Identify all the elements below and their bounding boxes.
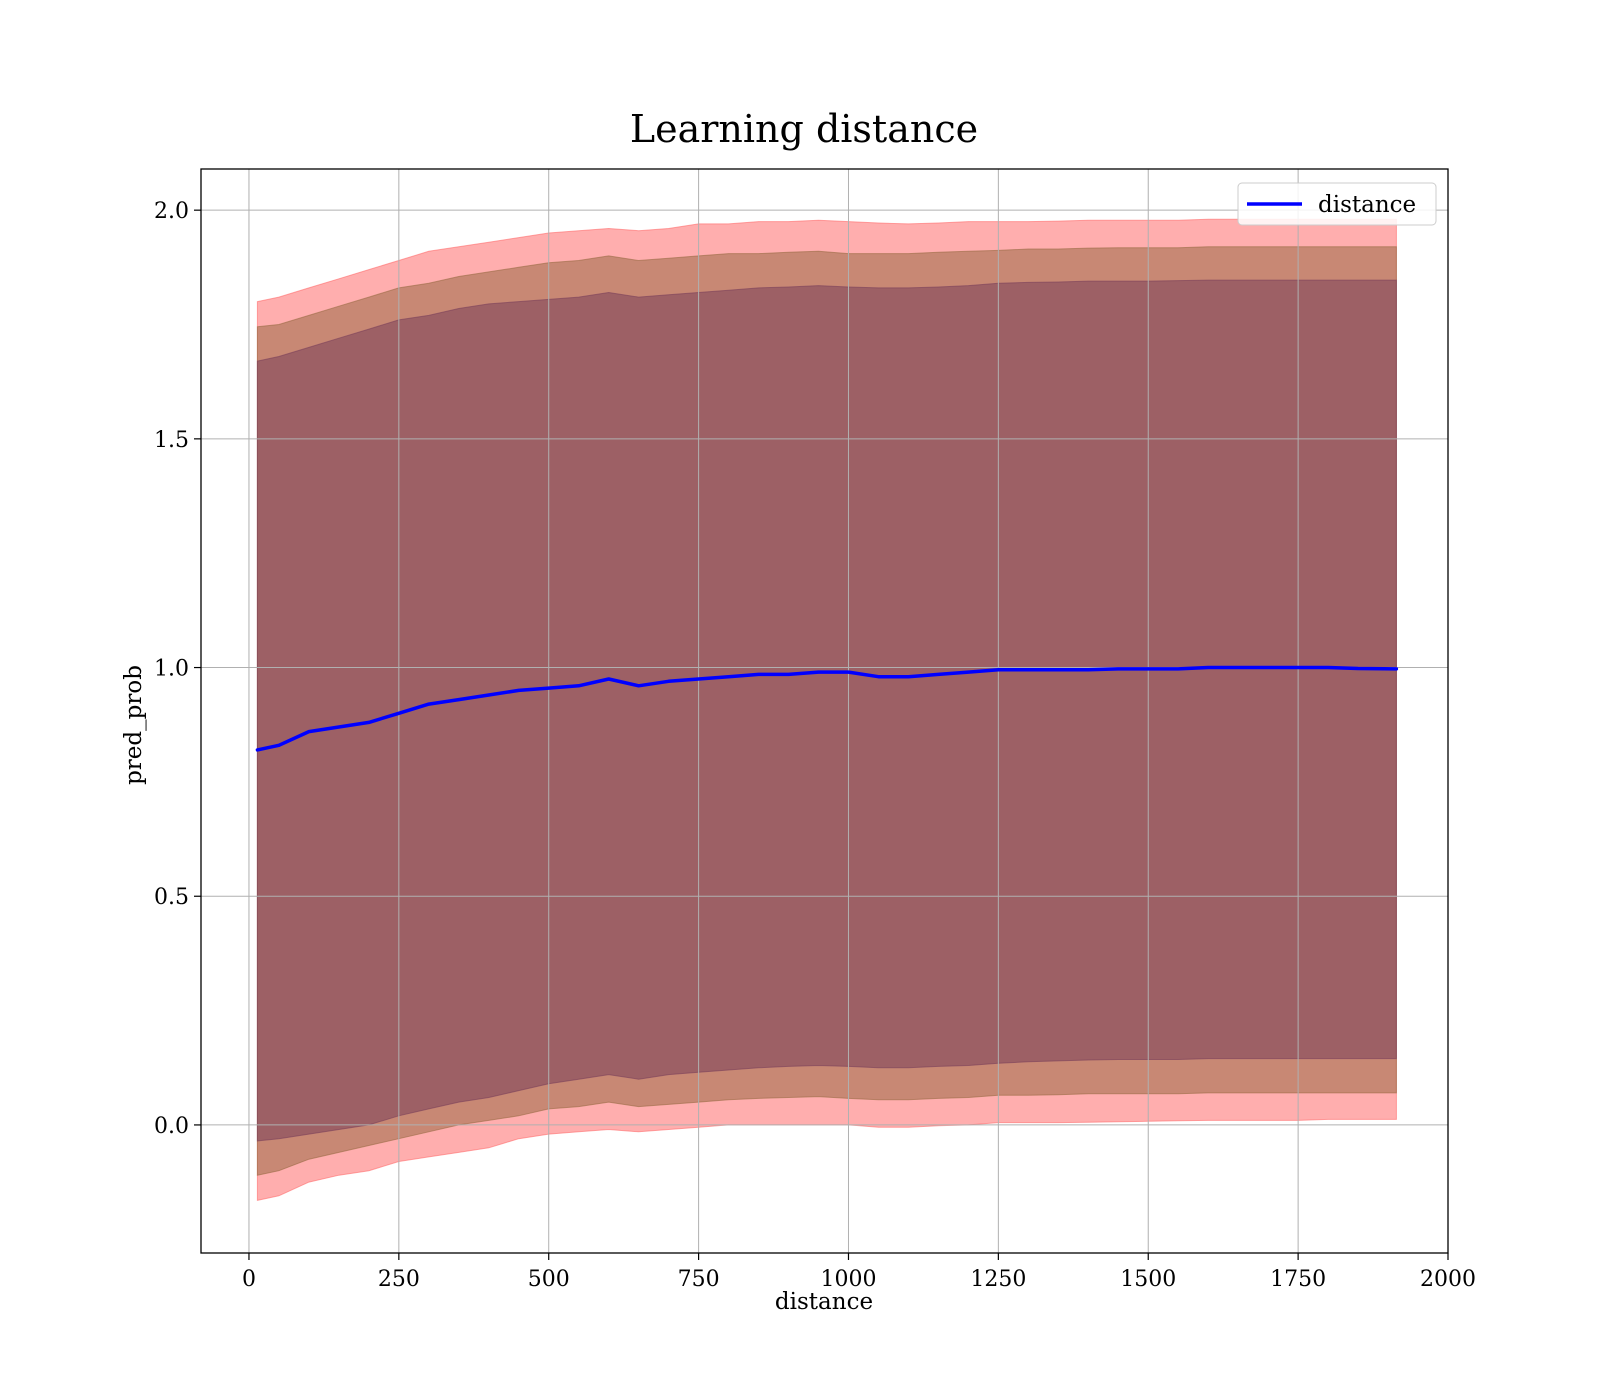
band-inner	[256, 279, 1397, 1142]
plot-frame	[200, 168, 1449, 1254]
x-tick-label: 1500	[1120, 1267, 1176, 1292]
x-tick-label: 1000	[820, 1267, 876, 1292]
x-tick-label: 2000	[1420, 1267, 1476, 1292]
legend: distance	[1237, 182, 1437, 226]
y-tick-label: 2.0	[154, 199, 189, 224]
y-axis-label: pred_prob	[121, 665, 147, 785]
chart-title: Learning distance	[630, 107, 978, 151]
y-tick-label: 0.0	[154, 1114, 189, 1139]
x-tick-label: 250	[378, 1267, 420, 1292]
plot-area: 0 250 500 750 1000 1250 1500 1750 2000 0.0 0.5 1.0 1…	[154, 168, 1476, 1292]
legend-label: distance	[1318, 192, 1416, 218]
x-tick-label: 500	[528, 1267, 570, 1292]
x-tick-label: 1750	[1270, 1267, 1326, 1292]
x-tick-label: 1250	[970, 1267, 1026, 1292]
x-tick-label: 750	[678, 1267, 720, 1292]
y-tick-label: 1.5	[154, 428, 189, 453]
x-axis-label: distance	[775, 1289, 873, 1315]
y-tick-label: 0.5	[154, 885, 189, 910]
series-line-distance	[255, 665, 1399, 752]
x-tick-label: 0	[242, 1267, 256, 1292]
y-tick-label: 1.0	[154, 657, 189, 682]
legend-box	[1237, 182, 1437, 226]
